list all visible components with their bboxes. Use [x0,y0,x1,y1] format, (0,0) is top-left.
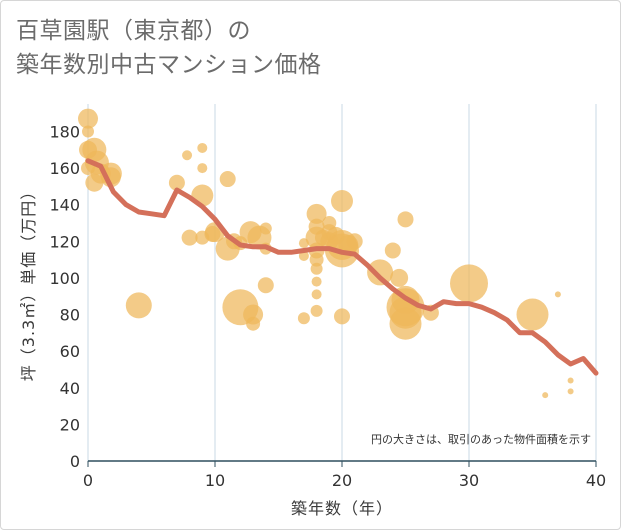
y-tick-label-80: 80 [60,306,80,325]
bubble-point-58 [390,268,409,287]
x-tick-label-40: 40 [586,471,606,490]
bubble-point-43 [311,289,322,300]
bubble-point-56 [367,259,394,286]
chart-title-line-2: 築年数別中古マンション価格 [16,52,322,78]
y-tick-label-0: 0 [70,452,80,471]
chart-title-line-1: 百草園駅（東京都）の [16,18,251,44]
bubble-point-14 [181,229,198,246]
x-tick-label-30: 30 [459,471,479,490]
bubble-point-63 [389,307,422,340]
bubble-point-69 [567,377,574,384]
x-tick-label-10: 10 [205,471,225,490]
bubble-point-34 [298,250,309,261]
bubble-point-35 [297,312,310,325]
bubble-point-21 [219,171,236,188]
y-tick-label-120: 120 [49,232,80,251]
bubble-point-68 [554,291,561,298]
x-axis-ticks: 0 10 20 30 40 [83,461,606,490]
x-axis-label: 築年数（年） [291,499,393,518]
x-tick-label-20: 20 [332,471,352,490]
x-tick-label-0: 0 [83,471,93,490]
bubble-point-70 [567,388,574,395]
y-tick-label-20: 20 [60,415,80,434]
y-tick-label-60: 60 [60,342,80,361]
bubble-point-30 [259,222,272,235]
bubble-point-28 [246,316,261,331]
bubble-point-59 [397,211,414,228]
bubble-point-16 [197,163,208,174]
bubble-point-50 [331,190,353,213]
y-tick-label-180: 180 [49,122,80,141]
bubble-point-66 [516,298,549,331]
bubble-point-44 [310,304,323,317]
y-axis-label: 坪（3.3㎡）単価（万円） [19,183,38,381]
bubble-point-11 [125,292,152,319]
y-tick-label-140: 140 [49,196,80,215]
bubble-point-36 [306,203,327,224]
bubble-point-13 [182,150,193,161]
bubble-point-15 [197,142,208,153]
bubble-point-32 [257,277,274,294]
bubble-point-53 [334,308,350,325]
average-price-line [85,158,599,376]
y-tick-label-100: 100 [49,269,80,288]
bubble-point-57 [384,242,401,259]
y-axis-ticks: 0 20 40 60 80 100 120 140 160 180 [49,122,80,471]
bubble-point-65 [450,264,488,303]
bubble-point-42 [311,276,322,287]
y-tick-label-160: 160 [49,159,80,178]
bubble-size-note: 円の大きさは、取引のあった物件面積を示す [371,432,591,446]
bubble-point-55 [346,233,363,250]
y-tick-label-40: 40 [60,379,80,398]
bubble-point-12 [168,174,185,191]
bubble-point-41 [310,262,323,275]
chart-title: 百草園駅（東京都）の 築年数別中古マンション価格 [16,14,322,82]
bubble-point-2 [82,125,94,138]
bubble-point-1 [78,108,98,129]
bubble-point-40 [309,252,324,267]
bubble-point-67 [542,392,549,399]
